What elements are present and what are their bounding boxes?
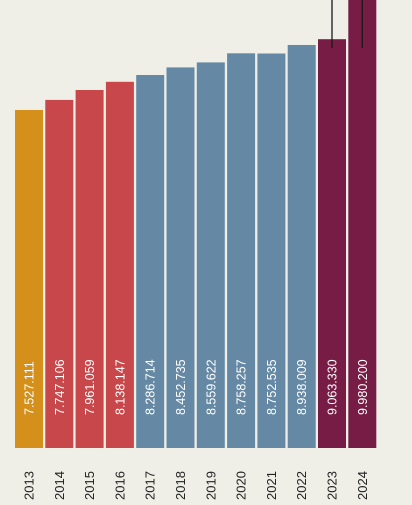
value-label-2023: 9.063.330 [326,359,340,415]
bar-2022 [287,45,316,448]
error-bars-layer [331,0,363,48]
value-label-2020: 8.758.257 [235,359,249,415]
bar-2013 [15,110,43,448]
bar-2017 [136,75,165,448]
bar-2024 [348,0,377,448]
value-label-2022: 8.938.009 [295,359,309,415]
value-label-2016: 8.138.147 [113,359,127,415]
bar-2014 [45,99,74,449]
value-label-2024: 9.980.200 [356,359,370,415]
value-label-2014: 7.747.106 [53,359,67,415]
value-label-2018: 8.452.735 [174,359,188,415]
x-tick-2014: 2014 [52,471,67,500]
bar-2020 [227,53,256,449]
bar-2016 [105,81,134,449]
x-tick-2020: 2020 [234,471,249,500]
x-tick-2013: 2013 [22,471,37,500]
bar-2023 [318,39,346,448]
x-tick-2018: 2018 [173,471,188,500]
value-label-2021: 8.752.535 [265,359,279,415]
value-label-2013: 7.527.111 [23,361,37,415]
x-tick-2015: 2015 [82,471,97,500]
value-label-2017: 8.286.714 [144,359,158,415]
bar-2018 [166,67,195,449]
x-tick-2023: 2023 [325,471,340,500]
bars-layer [15,0,377,449]
bar-2019 [196,62,225,449]
x-tick-2024: 2024 [355,471,370,500]
x-tick-2021: 2021 [264,471,279,500]
bar-2015 [75,90,104,448]
x-tick-2017: 2017 [143,471,158,500]
x-axis-tick-labels: 2013 2014 2015 2016 2017 2018 2019 2020 2021 2022… [22,471,370,500]
x-tick-2022: 2022 [294,471,309,500]
value-labels-layer: 7.527.111 7.747.106 7.961.059 8.138.147 8.28… [23,359,370,415]
value-label-2019: 8.559.622 [204,359,218,415]
x-tick-2016: 2016 [112,471,127,500]
value-label-2015: 7.961.059 [83,359,97,415]
x-tick-2019: 2019 [203,471,218,500]
bar-2021 [257,53,286,448]
